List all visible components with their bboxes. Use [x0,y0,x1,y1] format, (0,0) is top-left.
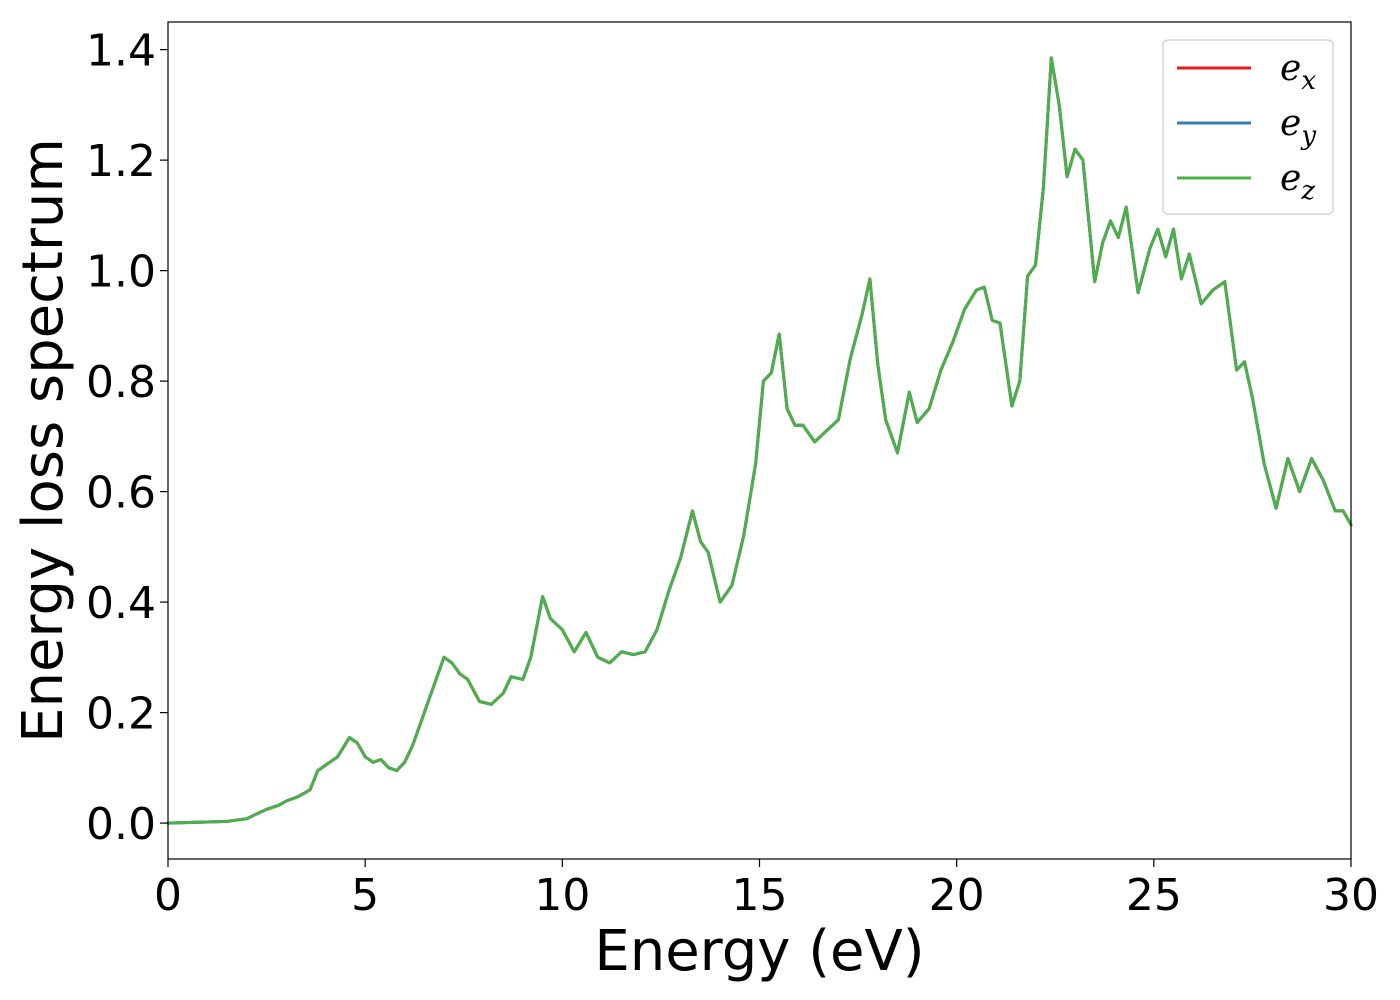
x-tick-label: 25 [1126,870,1182,921]
legend-box [1162,39,1334,215]
x-tick-label: 30 [1323,870,1379,921]
legend-label-e-z: ez [1280,158,1315,206]
x-axis-title: Energy (eV) [594,919,924,984]
series-layer [166,56,1353,825]
y-axis-ticks: 0.0 0.2 0.4 0.6 0.8 1.0 1.2 1.4 [86,26,168,850]
y-tick-label: 1.2 [86,136,156,187]
y-tick-label: 1.4 [86,26,156,77]
x-tick-label: 15 [732,870,788,921]
y-tick-label: 0.2 [86,689,156,740]
y-axis-title: Energy loss spectrum [11,138,76,743]
x-tick-label: 5 [351,870,379,921]
y-tick-label: 0.4 [86,578,156,629]
y-tick-label: 1.0 [86,247,156,298]
y-tick-label: 0.8 [86,357,156,408]
x-tick-label: 20 [929,870,985,921]
legend-label-e-y: ey [1280,103,1316,151]
y-tick-label: 0.6 [86,468,156,519]
x-tick-label: 10 [534,870,590,921]
legend: ex ey ez [1162,39,1334,215]
y-tick-label: 0.0 [86,799,156,850]
x-tick-label: 0 [154,870,182,921]
series-line-e-z [166,56,1353,825]
legend-label-e-x: ex [1280,48,1316,96]
x-axis-ticks: 0 5 10 15 20 25 30 [154,859,1379,921]
